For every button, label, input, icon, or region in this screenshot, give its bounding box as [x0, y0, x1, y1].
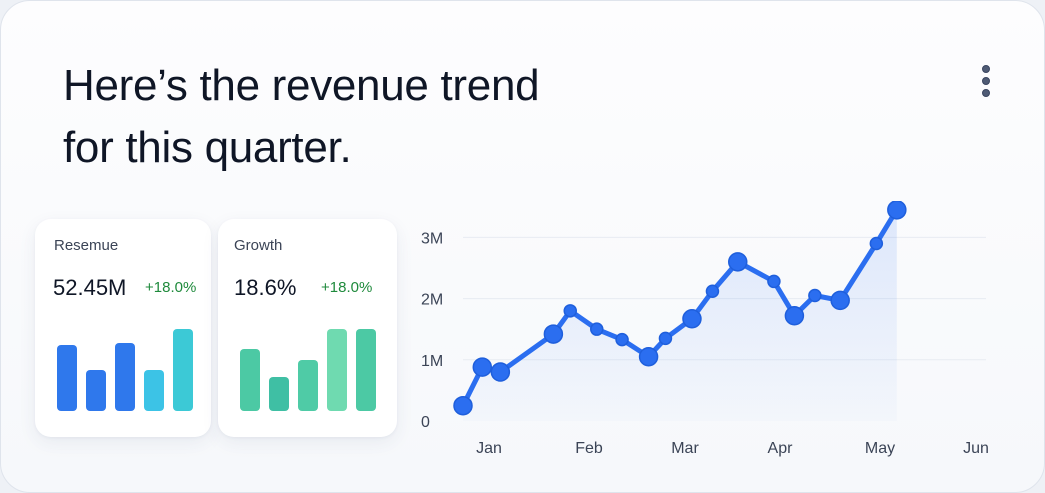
data-point	[869, 236, 884, 251]
data-point	[705, 284, 720, 298]
x-tick-label: Apr	[768, 440, 794, 457]
mini-bar	[327, 329, 347, 411]
x-tick-label: May	[865, 440, 895, 457]
revenue-stat-card[interactable]: Resemue 52.45M +18.0%	[35, 219, 211, 437]
mini-bar	[240, 349, 260, 411]
more-options-button[interactable]	[971, 59, 1001, 103]
heading-line-1: Here’s the revenue trend	[63, 61, 540, 110]
more-vertical-icon	[982, 89, 990, 97]
stat-delta-badge: +18.0%	[321, 279, 373, 296]
revenue-line-chart: 0 1M 2M 3M Jan Feb Mar Apr May Jun	[421, 201, 989, 457]
mini-bar	[144, 370, 164, 411]
more-vertical-icon	[982, 77, 990, 85]
x-tick-label: Mar	[671, 440, 699, 457]
data-point	[490, 362, 511, 382]
mini-bar	[269, 377, 289, 411]
mini-bar	[173, 329, 193, 411]
mini-bar	[115, 343, 135, 411]
data-point	[590, 322, 604, 336]
chart-area	[463, 209, 897, 421]
x-tick-label: Jan	[476, 440, 502, 457]
y-tick-label: 0	[421, 414, 430, 431]
y-tick-label: 3M	[421, 230, 443, 247]
stat-label: Resemue	[54, 237, 119, 254]
data-point	[453, 395, 473, 416]
data-point	[767, 274, 781, 289]
data-point	[728, 252, 748, 272]
stat-delta-badge: +18.0%	[145, 279, 197, 296]
data-point	[830, 290, 850, 311]
stat-value: 18.6%	[234, 275, 297, 300]
data-point	[472, 357, 493, 377]
card-heading: Here’s the revenue trend for this quarte…	[63, 55, 540, 179]
data-point	[808, 288, 822, 303]
heading-line-2: for this quarter.	[63, 123, 352, 172]
data-point	[615, 332, 629, 347]
y-tick-label: 2M	[421, 292, 443, 309]
data-point	[543, 324, 564, 344]
data-point	[784, 305, 805, 326]
stat-label: Growth	[234, 237, 283, 254]
mini-bar-chart	[218, 219, 397, 437]
growth-stat-card[interactable]: Growth 18.6% +18.0%	[218, 219, 397, 437]
x-tick-label: Feb	[575, 440, 603, 457]
data-point	[638, 346, 659, 367]
data-point	[563, 304, 578, 318]
data-point	[887, 201, 907, 220]
x-tick-label: Jun	[963, 440, 989, 457]
mini-bar	[57, 345, 77, 411]
mini-bar-chart	[35, 219, 211, 437]
more-vertical-icon	[982, 65, 990, 73]
stat-value: 52.45M	[53, 275, 127, 300]
data-point	[682, 309, 702, 329]
mini-bar	[356, 329, 376, 411]
y-tick-label: 1M	[421, 353, 443, 370]
mini-bar	[298, 360, 318, 411]
data-point	[658, 331, 673, 346]
mini-bar	[86, 370, 106, 411]
